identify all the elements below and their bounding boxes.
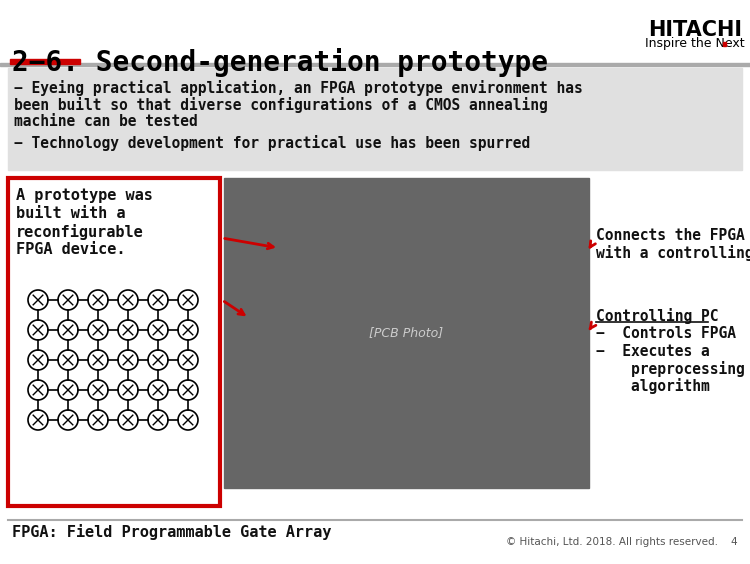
Text: Controlling PC: Controlling PC <box>596 308 718 324</box>
Text: Connects the FPGA: Connects the FPGA <box>596 228 745 243</box>
Text: Inspire the Next: Inspire the Next <box>645 37 745 50</box>
Text: algorithm: algorithm <box>596 378 709 394</box>
Text: been built so that diverse configurations of a CMOS annealing: been built so that diverse configuration… <box>14 97 548 113</box>
Bar <box>8 178 220 506</box>
Text: reconfigurable: reconfigurable <box>16 224 144 240</box>
Bar <box>723 42 726 46</box>
Text: FPGA device.: FPGA device. <box>16 242 125 257</box>
Text: with a controlling PC: with a controlling PC <box>596 245 750 261</box>
Text: FPGA: Field Programmable Gate Array: FPGA: Field Programmable Gate Array <box>12 524 332 540</box>
Text: −  Controls FPGA: − Controls FPGA <box>596 326 736 341</box>
Text: built with a: built with a <box>16 206 125 221</box>
Text: − Technology development for practical use has been spurred: − Technology development for practical u… <box>14 135 530 151</box>
Text: [PCB Photo]: [PCB Photo] <box>370 327 443 340</box>
Text: 2−6. Second-generation prototype: 2−6. Second-generation prototype <box>12 48 548 77</box>
Text: machine can be tested: machine can be tested <box>14 114 198 129</box>
Bar <box>224 178 589 488</box>
Bar <box>10 59 80 64</box>
Text: HITACHI: HITACHI <box>648 20 742 40</box>
Text: preprocessing: preprocessing <box>596 361 745 377</box>
Text: −  Executes a: − Executes a <box>596 344 709 359</box>
Text: A prototype was: A prototype was <box>16 188 153 203</box>
Text: − Eyeing practical application, an FPGA prototype environment has: − Eyeing practical application, an FPGA … <box>14 80 583 96</box>
Bar <box>0 63 750 66</box>
Bar <box>8 68 742 170</box>
Text: © Hitachi, Ltd. 2018. All rights reserved.    4: © Hitachi, Ltd. 2018. All rights reserve… <box>506 537 738 547</box>
